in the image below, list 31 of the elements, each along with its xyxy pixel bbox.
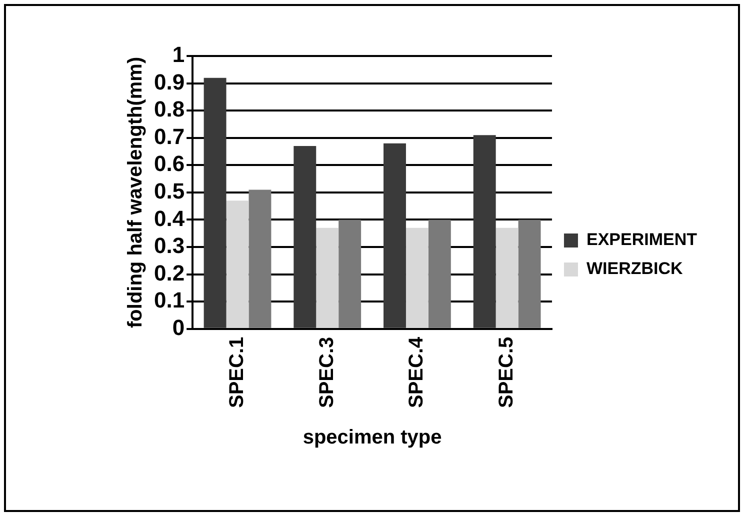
bar <box>406 228 428 328</box>
bar <box>248 190 272 328</box>
bar <box>518 220 541 328</box>
bar <box>496 228 518 328</box>
y-tick-label: 0.1 <box>154 288 185 313</box>
y-tick-label: 0.5 <box>154 178 185 204</box>
bar <box>428 220 451 328</box>
y-tick-label: 0.6 <box>154 151 185 176</box>
bar <box>338 220 362 328</box>
bar <box>294 146 316 328</box>
y-tick-label: 0.2 <box>154 260 185 286</box>
legend-label: EXPERIMENT <box>586 230 698 250</box>
y-tick-label: 0.9 <box>154 69 185 94</box>
y-tick-label: 0.8 <box>154 96 185 122</box>
bar <box>226 200 249 328</box>
bar <box>204 78 226 328</box>
y-axis-title: folding half wavelength(mm) <box>124 56 147 328</box>
bar <box>316 228 339 328</box>
y-tick-label: 0.3 <box>154 233 185 258</box>
y-tick-label: 0 <box>172 314 185 340</box>
y-tick-label: 1 <box>172 42 185 68</box>
x-tick-label: SPEC.4 <box>406 336 428 408</box>
y-tick-label: 0.7 <box>154 124 185 149</box>
x-axis-title: specimen type <box>302 426 442 449</box>
x-tick-label: SPEC.5 <box>496 336 518 408</box>
legend-label: WIERZBICK <box>586 259 684 278</box>
x-tick-label: SPEC.3 <box>316 336 338 408</box>
x-tick-label: SPEC.1 <box>226 336 248 408</box>
y-tick-label: 0.4 <box>154 206 186 231</box>
bar <box>473 135 496 328</box>
bar <box>384 143 406 328</box>
